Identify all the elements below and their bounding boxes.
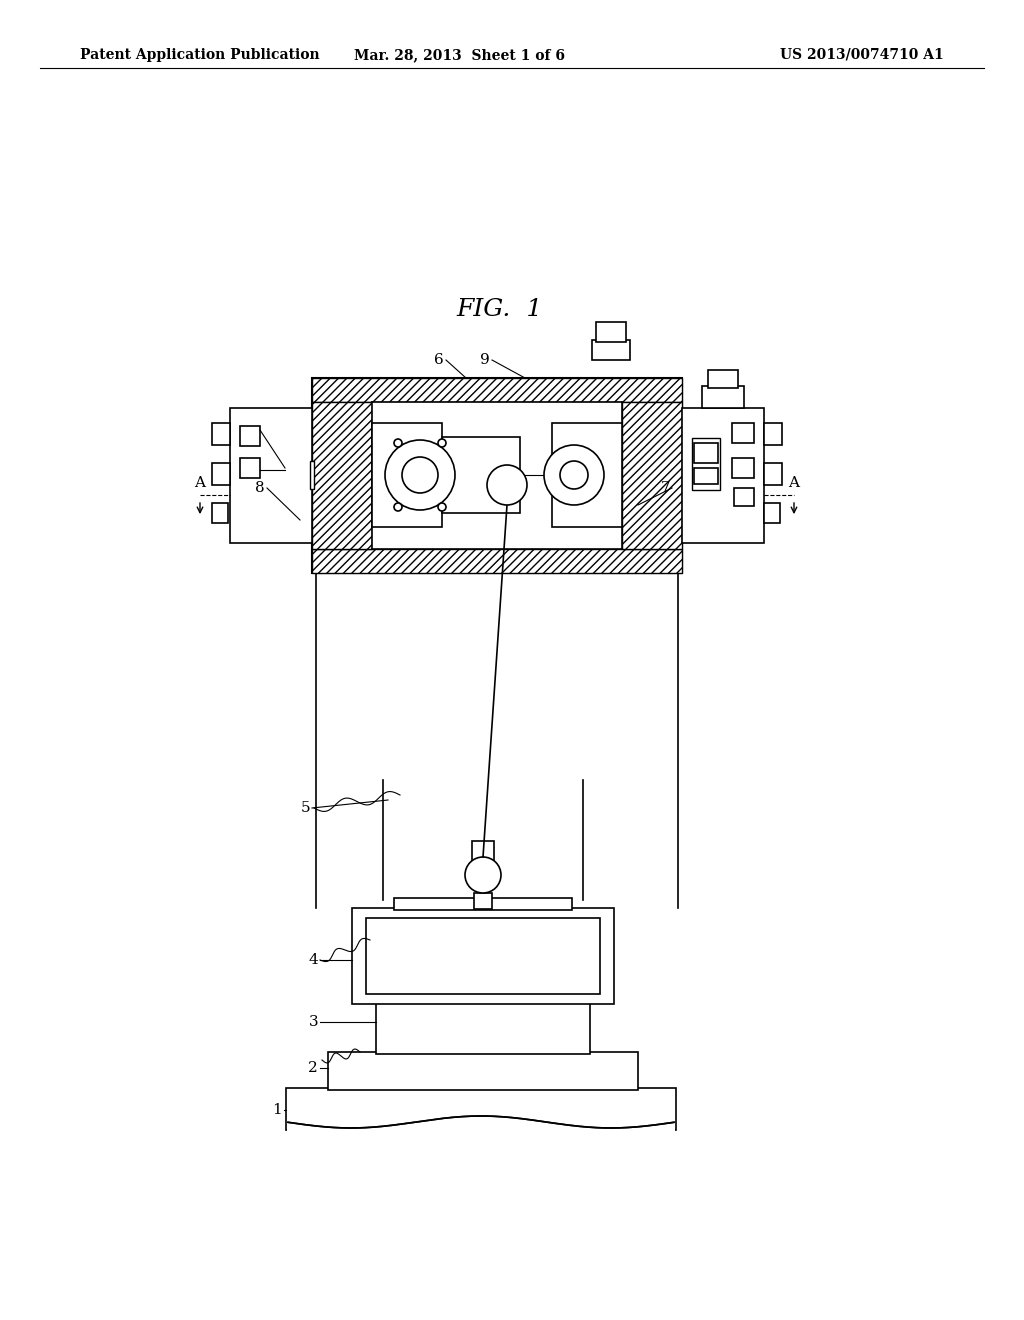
Circle shape bbox=[487, 465, 527, 506]
Bar bbox=[472, 841, 494, 875]
Bar bbox=[286, 1088, 676, 1130]
Text: 3: 3 bbox=[308, 1015, 318, 1030]
Circle shape bbox=[385, 440, 455, 510]
Bar bbox=[376, 1002, 590, 1053]
Text: FIG.  1: FIG. 1 bbox=[457, 298, 543, 322]
Circle shape bbox=[438, 440, 446, 447]
Bar bbox=[240, 426, 260, 446]
Bar bbox=[312, 549, 682, 573]
Circle shape bbox=[394, 503, 402, 511]
Bar bbox=[240, 458, 260, 478]
Bar bbox=[372, 422, 442, 527]
Text: 1: 1 bbox=[272, 1104, 282, 1117]
Bar bbox=[764, 503, 780, 523]
Text: 2: 2 bbox=[308, 1061, 318, 1074]
Bar bbox=[732, 458, 754, 478]
Text: US 2013/0074710 A1: US 2013/0074710 A1 bbox=[780, 48, 944, 62]
Bar bbox=[592, 341, 630, 360]
Bar bbox=[312, 378, 682, 573]
Bar bbox=[732, 422, 754, 444]
Bar bbox=[552, 422, 622, 527]
Bar bbox=[734, 488, 754, 506]
Bar bbox=[312, 378, 682, 403]
Bar bbox=[694, 444, 718, 463]
Bar bbox=[212, 503, 228, 523]
Bar bbox=[764, 422, 782, 445]
Text: 8: 8 bbox=[255, 480, 265, 495]
Text: 9: 9 bbox=[480, 352, 490, 367]
Circle shape bbox=[394, 440, 402, 447]
Circle shape bbox=[465, 857, 501, 894]
Text: Mar. 28, 2013  Sheet 1 of 6: Mar. 28, 2013 Sheet 1 of 6 bbox=[354, 48, 565, 62]
Bar bbox=[366, 917, 600, 994]
Circle shape bbox=[402, 457, 438, 492]
Bar bbox=[312, 403, 372, 549]
Text: 5: 5 bbox=[300, 801, 310, 814]
Bar bbox=[442, 437, 520, 513]
Circle shape bbox=[544, 445, 604, 506]
Circle shape bbox=[438, 503, 446, 511]
Bar bbox=[372, 403, 622, 549]
Text: 6: 6 bbox=[434, 352, 444, 367]
Text: A: A bbox=[788, 477, 800, 490]
Text: Patent Application Publication: Patent Application Publication bbox=[80, 48, 319, 62]
Bar bbox=[708, 370, 738, 388]
Bar bbox=[474, 894, 492, 909]
Bar bbox=[694, 469, 718, 484]
Bar bbox=[310, 461, 314, 488]
Bar bbox=[212, 463, 230, 484]
Bar bbox=[352, 908, 614, 1005]
Bar bbox=[394, 898, 572, 909]
Circle shape bbox=[560, 461, 588, 488]
Text: 7: 7 bbox=[660, 480, 670, 495]
Text: 4: 4 bbox=[308, 953, 318, 968]
Bar bbox=[764, 463, 782, 484]
Bar bbox=[702, 385, 744, 408]
Text: A: A bbox=[195, 477, 206, 490]
Bar bbox=[622, 403, 682, 549]
Bar bbox=[328, 1052, 638, 1090]
Bar bbox=[682, 408, 764, 543]
Bar bbox=[230, 408, 312, 543]
Bar bbox=[212, 422, 230, 445]
Bar bbox=[596, 322, 626, 342]
Bar bbox=[692, 438, 720, 490]
Bar bbox=[287, 1114, 675, 1131]
